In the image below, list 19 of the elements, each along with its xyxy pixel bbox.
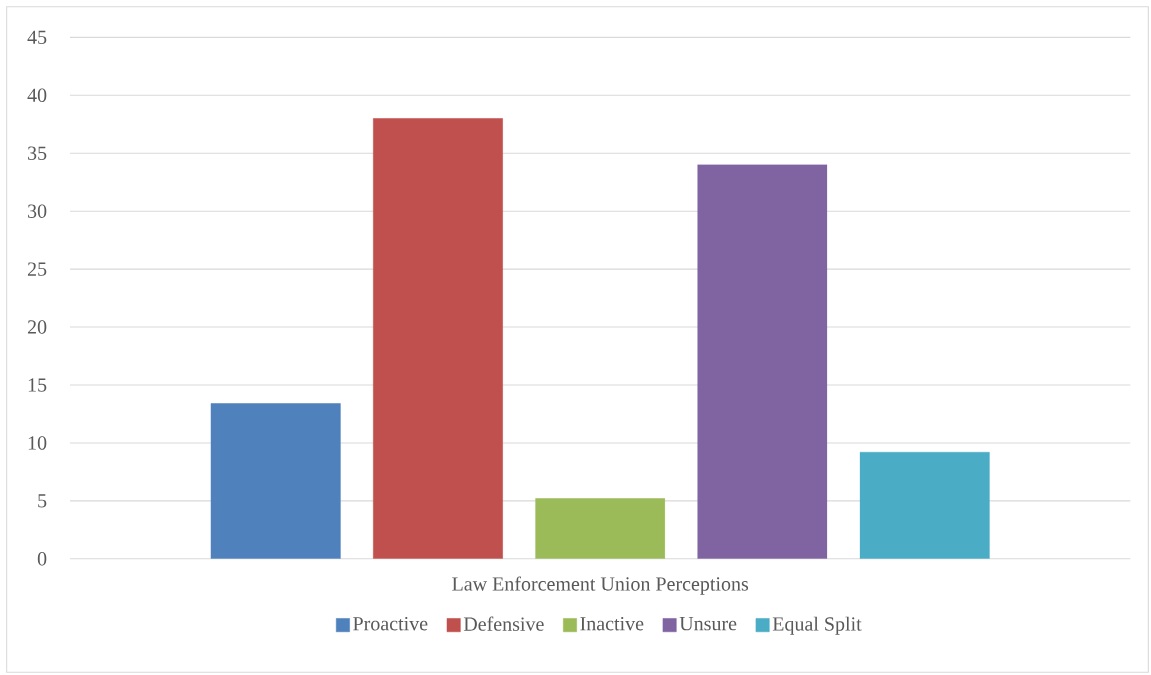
y-tick-label: 15 (28, 378, 47, 392)
y-tick-label: 35 (28, 146, 47, 160)
y-tick-label: 45 (27, 30, 47, 45)
y-tick-label: 5 (38, 494, 47, 508)
y-tick-label: 40 (27, 88, 47, 103)
legend-label: Equal Split (772, 616, 862, 635)
y-tick-label: 25 (27, 262, 47, 276)
bar (210, 403, 341, 559)
x-tick-label: Law Enforcement Union Perceptions (452, 576, 749, 595)
y-tick-label: 0 (37, 552, 47, 566)
legend-label: Unsure (679, 617, 737, 631)
legend-label: Defensive (463, 616, 544, 631)
legend-label: Inactive (580, 617, 644, 631)
bar (859, 452, 990, 559)
y-tick-label: 30 (28, 204, 47, 218)
y-tick-label: 10 (28, 436, 47, 450)
y-tick-label: 20 (27, 320, 47, 334)
bar (373, 118, 503, 559)
legend-label: Proactive (353, 617, 428, 631)
